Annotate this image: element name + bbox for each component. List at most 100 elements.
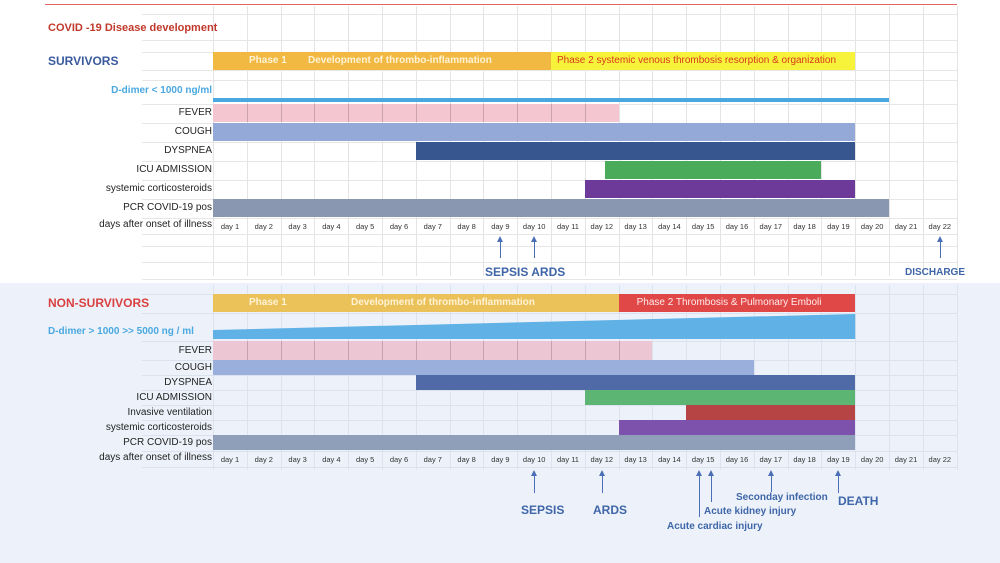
non-survivors-row-label: ICU ADMISSION	[136, 391, 212, 403]
non-survivors-fever-divider	[246, 341, 248, 360]
survivors-day-label: day 1	[220, 222, 240, 231]
arrow-ards-shaft	[601, 475, 603, 493]
survivors-row-label: FEVER	[178, 107, 212, 118]
grid-vline	[382, 285, 383, 470]
non-survivors-bar-corticosteroids	[618, 420, 856, 435]
non-survivors-bar-dyspnea	[415, 375, 856, 390]
survivors-fever-divider	[280, 104, 282, 122]
non-survivors-day-label: day 16	[725, 455, 749, 464]
arrow-secondary-infection-shaft	[770, 475, 772, 492]
grid-vline	[889, 285, 890, 470]
non-survivors-row-label: PCR COVID-19 pos	[123, 436, 212, 448]
grid-vline	[246, 285, 248, 470]
grid-vline	[618, 6, 620, 276]
non-survivors-phase2-label: Phase 2 Thrombosis & Pulmonary Emboli	[636, 297, 822, 308]
non-survivors-day-label: day 8	[457, 455, 476, 464]
non-survivors-bar-ventilation	[686, 405, 856, 420]
grid-vline	[348, 285, 350, 470]
arrow-ards-shaft	[534, 241, 536, 258]
non-survivors-fever-divider	[314, 341, 316, 360]
survivors-fever-divider	[246, 104, 248, 122]
grid-hline	[142, 218, 957, 219]
non-survivors-fever-divider	[382, 341, 383, 360]
survivors-day-label: day 21	[894, 222, 918, 231]
grid-vline	[415, 6, 417, 276]
grid-hline	[142, 14, 957, 15]
non-survivors-axis-label: days after onset of illness	[99, 452, 212, 463]
non-survivors-bar-cough	[213, 360, 754, 375]
grid-hline	[142, 390, 957, 391]
survivors-day-label: day 7	[423, 222, 442, 231]
arrow-death-head	[835, 470, 842, 476]
survivors-row-label: ICU ADMISSION	[136, 164, 212, 175]
non-survivors-row-label: COUGH	[174, 361, 212, 373]
non-survivors-row-label: systemic corticosteroids	[105, 421, 212, 433]
non-survivors-day-label: day 7	[423, 455, 442, 464]
grid-vline	[483, 6, 485, 276]
survivors-day-label: day 12	[590, 222, 614, 231]
survivors-day-label: day 22	[928, 222, 952, 231]
non-survivors-event-sepsis: SEPSIS	[521, 503, 565, 517]
survivors-event-sepsis-ards: SEPSIS ARDS	[485, 265, 566, 279]
survivors-day-label: day 2	[254, 222, 273, 231]
non-survivors-fever-divider	[483, 341, 485, 360]
survivors-ddimer-label: D-dimer < 1000 ng/ml	[111, 85, 212, 96]
survivors-row-label: COUGH	[174, 126, 212, 137]
non-survivors-day-label: day 2	[254, 455, 273, 464]
non-survivors-day-label: day 21	[894, 455, 918, 464]
non-survivors-day-label: day 14	[658, 455, 681, 464]
non-survivors-day-label: day 4	[322, 455, 341, 464]
grid-vline	[213, 285, 214, 470]
arrow-death-shaft	[838, 475, 840, 493]
non-survivors-day-label: day 11	[557, 455, 579, 464]
survivors-bar-dyspnea	[415, 142, 856, 160]
non-survivors-day-label: day 17	[759, 455, 783, 464]
grid-vline	[449, 6, 451, 276]
non-survivors-fever-divider	[449, 341, 451, 360]
survivors-row-label: PCR COVID-19 pos	[123, 202, 212, 213]
survivors-day-label: day 16	[725, 222, 749, 231]
survivors-day-label: day 4	[322, 222, 341, 231]
survivors-fever-divider	[415, 104, 417, 122]
grid-vline	[280, 6, 282, 276]
non-survivors-fever-divider	[551, 341, 552, 360]
grid-vline	[855, 285, 857, 470]
grid-vline	[314, 285, 316, 470]
non-survivors-day-label: day 5	[356, 455, 375, 464]
non-survivors-day-label: day 10	[522, 455, 546, 464]
survivors-day-label: day 3	[288, 222, 307, 231]
survivors-phase1-bar: Phase 1 Development of thrombo-inflammat…	[213, 52, 551, 70]
survivors-row-label: systemic corticosteroids	[105, 183, 212, 194]
survivors-heading: SURVIVORS	[48, 54, 119, 68]
grid-hline	[142, 234, 957, 235]
non-survivors-day-label: day 9	[491, 455, 510, 464]
non-survivors-day-label: day 6	[389, 455, 409, 464]
grid-hline	[142, 405, 957, 406]
grid-hline	[142, 262, 957, 263]
non-survivors-day-label: day 22	[928, 455, 952, 464]
survivors-fever-divider	[449, 104, 451, 122]
non-survivors-fever-divider	[618, 341, 620, 360]
survivors-bar-corticosteroids	[584, 180, 856, 198]
grid-hline	[142, 70, 957, 71]
grid-vline	[753, 6, 755, 276]
grid-vline	[517, 6, 519, 276]
survivors-row-label: DYSPNEA	[164, 145, 212, 156]
grid-vline	[314, 6, 316, 276]
diagram-title: COVID -19 Disease development	[48, 22, 218, 34]
survivors-fever-divider	[382, 104, 383, 122]
survivors-phase1-desc: Development of thrombo-inflammation	[308, 55, 492, 66]
survivors-bar-icu	[605, 161, 822, 179]
grid-vline	[652, 6, 654, 276]
grid-vline	[956, 285, 958, 470]
grid-vline	[889, 6, 890, 276]
arrow-discharge-head	[936, 236, 943, 242]
grid-vline	[382, 6, 383, 276]
survivors-phase2-bar: Phase 2 systemic venous thrombosis resor…	[551, 52, 856, 70]
survivors-day-label: day 14	[658, 222, 681, 231]
survivors-day-label: day 17	[759, 222, 783, 231]
survivors-fever-divider	[314, 104, 316, 122]
arrow-discharge-shaft	[939, 241, 941, 258]
grid-vline	[922, 6, 924, 276]
grid-vline	[720, 6, 721, 276]
